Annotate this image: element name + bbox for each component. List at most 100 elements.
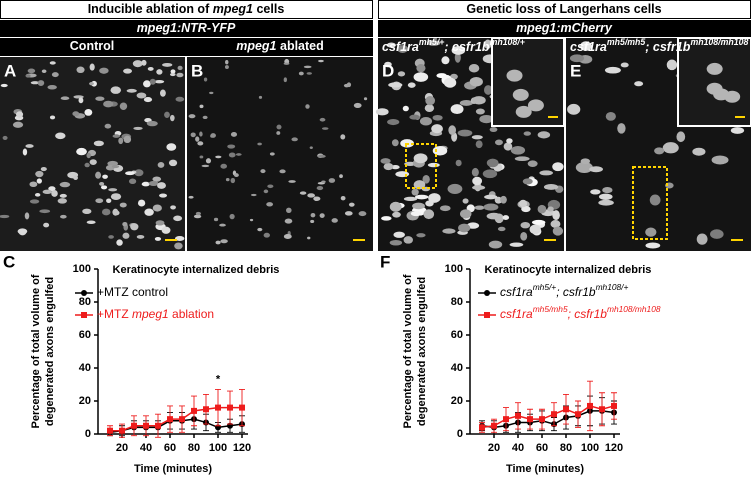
scale-bar: [548, 116, 558, 118]
cell: [620, 62, 629, 68]
cell: [148, 180, 159, 187]
micrograph: [187, 57, 373, 251]
cell: [441, 56, 450, 65]
cell: [389, 201, 402, 212]
cell: [569, 54, 585, 63]
cell: [411, 188, 419, 196]
cell: [471, 135, 483, 140]
legend-marker: [484, 290, 490, 296]
series-line: [109, 418, 243, 434]
cell: [149, 78, 156, 85]
text-segment: csfr1b: [452, 40, 490, 54]
cell: [696, 233, 708, 245]
cell: [263, 189, 269, 194]
rich-text: csf1ramh5/+; csfr1bmh108/+: [382, 37, 525, 54]
cell: [391, 139, 399, 147]
cell: [106, 198, 112, 203]
data-point: [179, 416, 185, 423]
cell: [156, 69, 163, 75]
cell: [276, 124, 282, 130]
cell: [706, 62, 723, 75]
cell: [93, 140, 104, 147]
cell: [111, 164, 120, 169]
y-tick-label: 0: [85, 428, 91, 440]
panel-letter: C: [3, 252, 15, 271]
cell: [482, 169, 498, 179]
cell: [537, 131, 551, 139]
zoom-box: [405, 143, 437, 189]
cell: [284, 218, 293, 224]
cell: [520, 232, 528, 241]
cell: [42, 189, 53, 195]
x-tick-label: 20: [116, 442, 128, 454]
cell: [283, 77, 287, 83]
text-segment: mh5/mh5: [533, 304, 568, 314]
cell: [527, 99, 544, 112]
cell: [666, 59, 678, 71]
cell: [552, 210, 560, 221]
cell: [160, 89, 166, 97]
scale-bar: [735, 116, 745, 118]
cell: [427, 162, 440, 168]
cell: [29, 199, 40, 204]
cell: [43, 222, 50, 228]
cell: [210, 133, 216, 138]
cell: [512, 88, 529, 101]
cell: [119, 102, 128, 110]
cell: [407, 82, 416, 88]
cell: [515, 105, 532, 118]
x-tick-label: 60: [164, 442, 176, 454]
cell: [451, 45, 466, 55]
cell: [340, 134, 346, 140]
cell: [459, 209, 472, 219]
cell: [199, 155, 204, 159]
cell: [34, 193, 41, 197]
cell: [220, 239, 228, 244]
cell: [155, 220, 165, 226]
x-tick-label: 20: [488, 442, 500, 454]
text-segment: Inducible ablation of: [88, 2, 213, 16]
cell: [209, 91, 214, 95]
cell: [202, 115, 208, 120]
rich-text: mpeg1:mCherry: [516, 21, 613, 35]
cell: [154, 79, 165, 84]
cell: [316, 186, 324, 191]
cell: [233, 173, 239, 178]
cell: [24, 212, 30, 220]
cell: [442, 228, 456, 234]
cell: [86, 220, 96, 225]
cell: [298, 71, 304, 76]
cell: [47, 85, 57, 90]
cell: [59, 181, 71, 188]
text-segment: mh108/+: [596, 282, 629, 292]
cell: [422, 174, 430, 184]
cell: [392, 211, 401, 218]
cell: [469, 76, 483, 87]
cell: [73, 175, 78, 181]
series-line: [481, 410, 615, 429]
cell: [419, 116, 433, 126]
cell: [519, 199, 528, 208]
subheader-bar: [378, 20, 751, 37]
cell: [176, 72, 184, 78]
cell: [489, 127, 498, 133]
cell: [84, 162, 90, 168]
cell: [147, 66, 154, 71]
cell: [225, 59, 229, 65]
cell: [397, 45, 409, 53]
y-tick-label: 100: [445, 263, 463, 275]
cell: [439, 205, 451, 212]
cell: [170, 69, 176, 74]
y-tick-label: 20: [79, 395, 91, 407]
text-segment: mh108/mh108: [607, 304, 661, 314]
cell: [521, 205, 531, 213]
cell: [57, 198, 67, 204]
cell: [72, 111, 80, 117]
x-tick-label: 120: [605, 442, 623, 454]
text-segment: cells: [253, 2, 284, 16]
cell: [99, 67, 109, 74]
cell: [598, 199, 614, 206]
cell: [18, 228, 27, 236]
cell: [645, 227, 657, 237]
cell: [494, 196, 503, 204]
